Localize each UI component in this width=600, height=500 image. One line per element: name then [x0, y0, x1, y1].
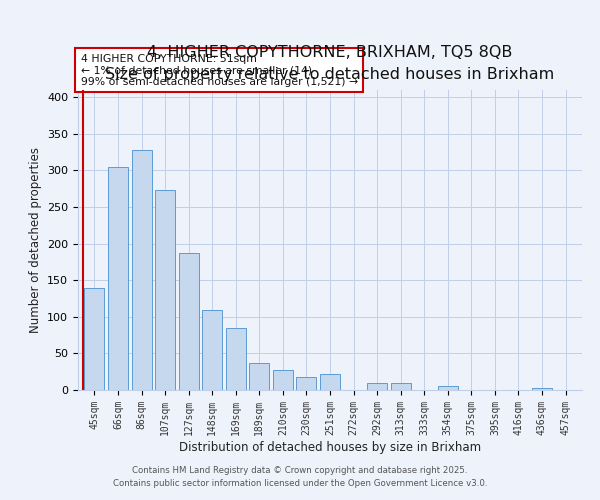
Bar: [250, 363, 269, 390]
Bar: [532, 388, 552, 390]
Bar: [202, 310, 222, 390]
Text: Contains HM Land Registry data © Crown copyright and database right 2025.
Contai: Contains HM Land Registry data © Crown c…: [113, 466, 487, 487]
Bar: [296, 377, 316, 390]
Bar: [85, 288, 104, 390]
Bar: [273, 370, 293, 390]
Bar: [391, 384, 410, 390]
X-axis label: Distribution of detached houses by size in Brixham: Distribution of detached houses by size …: [179, 440, 481, 454]
Bar: [438, 386, 458, 390]
Bar: [155, 190, 175, 390]
Bar: [108, 167, 128, 390]
Bar: [367, 384, 387, 390]
Bar: [226, 328, 246, 390]
Title: 4, HIGHER COPYTHORNE, BRIXHAM, TQ5 8QB
Size of property relative to detached hou: 4, HIGHER COPYTHORNE, BRIXHAM, TQ5 8QB S…: [106, 44, 554, 82]
Text: 4 HIGHER COPYTHORNE: 51sqm
← 1% of detached houses are smaller (14)
99% of semi-: 4 HIGHER COPYTHORNE: 51sqm ← 1% of detac…: [80, 54, 358, 87]
Bar: [320, 374, 340, 390]
Y-axis label: Number of detached properties: Number of detached properties: [29, 147, 41, 333]
Bar: [131, 150, 152, 390]
Bar: [179, 253, 199, 390]
